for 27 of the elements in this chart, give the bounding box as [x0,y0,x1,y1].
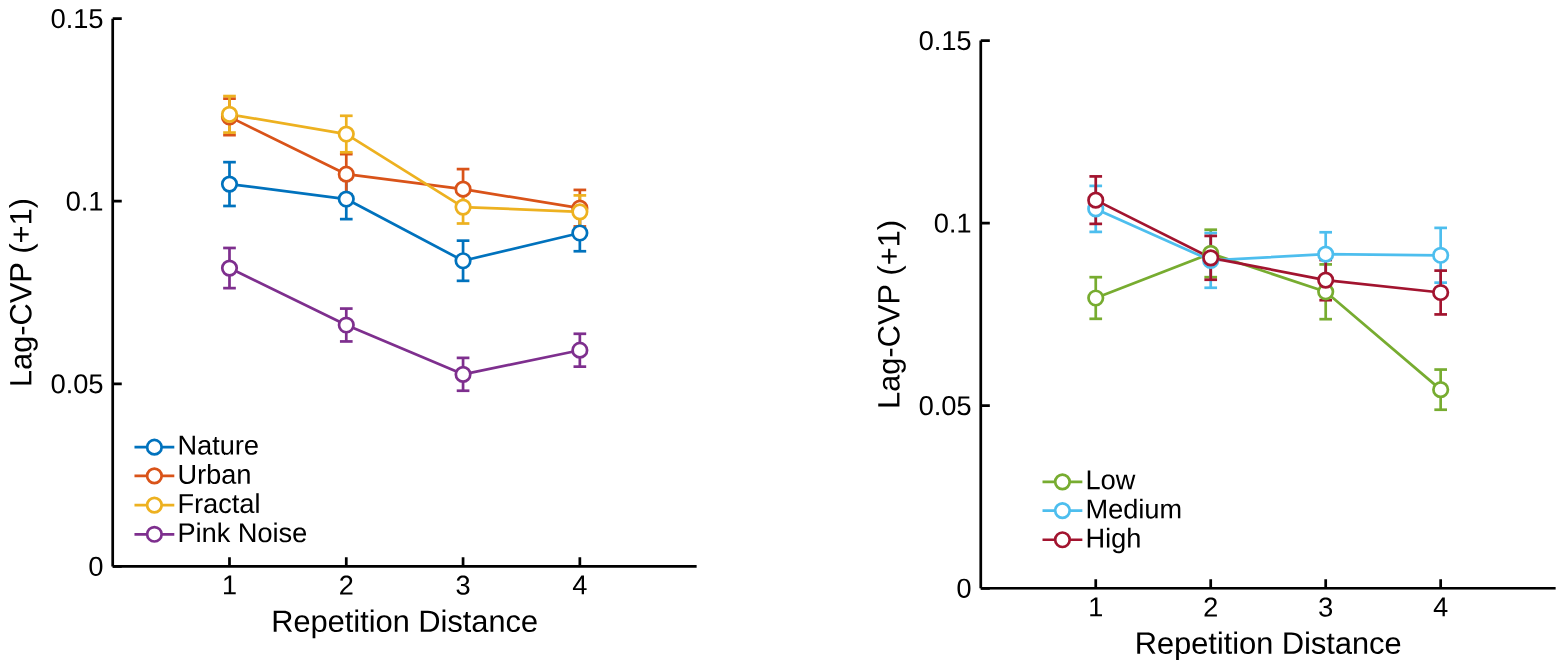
x-tick-label: 2 [340,575,353,595]
x-tick-label: 1 [224,575,236,595]
legend-label: Urban [179,463,250,484]
y-tick-label: 0.05 [919,396,971,416]
x-tick-label: 4 [572,575,587,595]
legend-label: Fractal [179,493,259,514]
y-tick-label: 0.1 [934,213,971,233]
y-tick-label: 0 [89,556,103,576]
y-tick-label: 0.15 [919,30,971,51]
legend-label: Low [1087,470,1136,490]
legend-label: Pink Noise [179,522,307,543]
y-axis-title: Lag-CVP (+1) [877,221,906,407]
y-tick-label: 0.05 [51,374,103,394]
x-tick-label: 3 [456,575,470,595]
y-tick-label: 0.15 [51,8,103,29]
x-tick-label: 1 [1090,597,1102,617]
x-tick-label: 3 [1319,597,1333,617]
y-tick-label: 0.1 [66,191,103,211]
x-axis-title: Repetition Distance [1137,631,1401,661]
legend-label: High [1087,527,1140,554]
x-tick-label: 4 [1433,597,1448,617]
legend-label: Medium [1087,498,1181,519]
x-axis-title: Repetition Distance [273,609,537,639]
x-tick-label: 2 [1204,597,1217,617]
y-axis-title: Lag-CVP (+1) [9,199,38,385]
y-tick-label: 0 [957,578,971,598]
legend-label: Nature [179,435,258,455]
